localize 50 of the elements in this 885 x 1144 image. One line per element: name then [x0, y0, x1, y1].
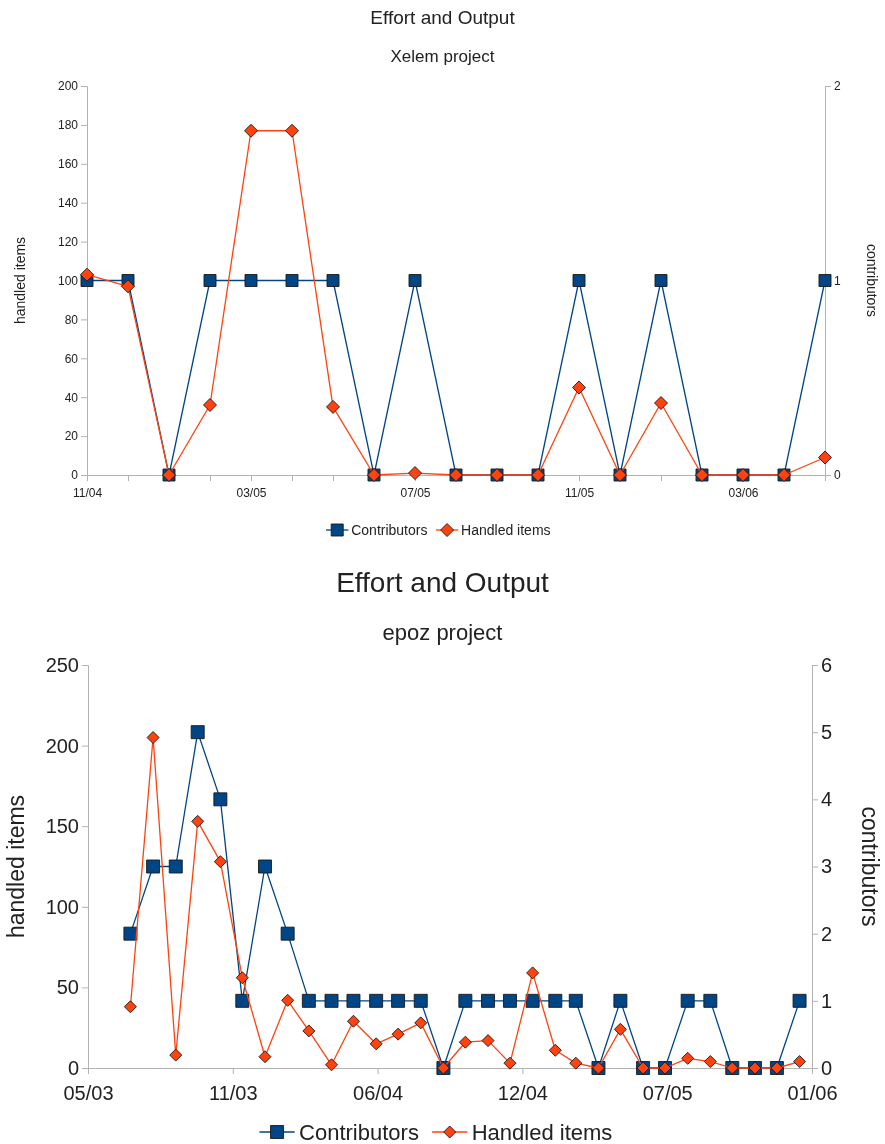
- x-tick-label: 05/03: [63, 1082, 114, 1105]
- x-tick-label: 07/05: [642, 1082, 693, 1105]
- y2-tick-label: 4: [821, 788, 833, 811]
- x-tick-label: 11/04: [72, 485, 103, 500]
- y-tick-label: 150: [45, 815, 79, 838]
- y-tick-label: 0: [71, 468, 79, 483]
- y-tick-label: 140: [57, 196, 79, 211]
- legend-label: Contributors: [351, 522, 428, 538]
- x-tick-label: 07/05: [400, 485, 431, 500]
- y-tick-label: 60: [64, 351, 79, 366]
- y-tick-label: 200: [45, 734, 79, 757]
- chart-title: Effort and Output: [370, 7, 516, 28]
- y2-tick-label: 2: [821, 922, 833, 945]
- legend-label: Contributors: [299, 1119, 419, 1144]
- y2-axis-title: contributors: [857, 806, 883, 927]
- chart-title: Effort and Output: [336, 567, 550, 598]
- y-tick-label: 200: [57, 79, 79, 94]
- x-tick-label: 03/06: [728, 485, 759, 500]
- y-tick-label: 20: [64, 429, 79, 444]
- y-tick-label: 40: [64, 390, 79, 405]
- y-tick-label: 50: [56, 976, 79, 999]
- chart-subtitle: epoz project: [382, 620, 503, 645]
- y2-tick-label: 2: [834, 79, 841, 94]
- legend-label: Handled items: [471, 1119, 613, 1144]
- x-tick-label: 11/05: [564, 485, 595, 500]
- legend-label: Handled items: [461, 522, 551, 538]
- y-tick-label: 250: [45, 653, 79, 676]
- y-tick-label: 160: [57, 157, 79, 172]
- x-tick-label: 06/04: [353, 1082, 404, 1105]
- y-tick-label: 180: [57, 118, 79, 133]
- x-tick-label: 03/05: [236, 485, 267, 500]
- y2-tick-label: 3: [821, 855, 833, 878]
- y-axis-title: handled items: [12, 236, 28, 325]
- y-tick-label: 0: [67, 1056, 79, 1079]
- y-tick-label: 100: [57, 273, 79, 288]
- y2-axis-title: contributors: [864, 243, 880, 318]
- y-tick-label: 80: [64, 312, 79, 327]
- y2-tick-label: 0: [821, 1056, 833, 1079]
- y2-tick-label: 1: [821, 989, 833, 1012]
- y-tick-label: 120: [57, 234, 79, 249]
- x-tick-label: 11/03: [209, 1082, 258, 1105]
- y2-tick-label: 1: [834, 273, 841, 288]
- y2-tick-label: 5: [821, 721, 833, 744]
- y-tick-label: 100: [45, 895, 79, 918]
- chart-subtitle: Xelem project: [390, 47, 495, 66]
- y2-tick-label: 6: [821, 653, 833, 676]
- y2-tick-label: 0: [834, 468, 841, 483]
- y-axis-title: handled items: [3, 794, 29, 939]
- x-tick-label: 01/06: [787, 1082, 838, 1105]
- x-tick-label: 12/04: [497, 1082, 548, 1105]
